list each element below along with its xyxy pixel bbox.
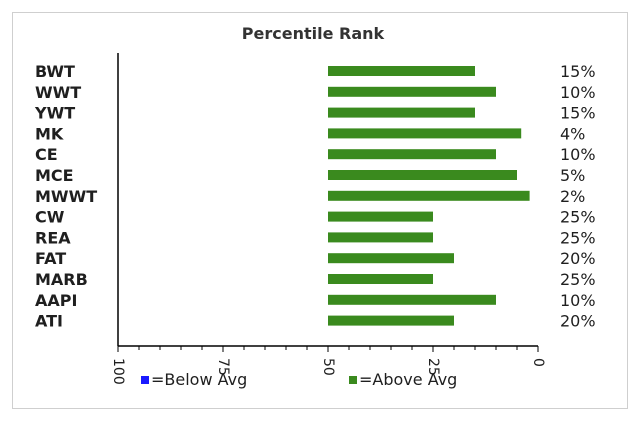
value-label-aapi: 10% [560,291,596,310]
value-label-mce: 5% [560,166,585,185]
bar-marb [328,274,433,284]
value-label-ati: 20% [560,312,596,331]
category-label-ywt: YWT [34,104,75,123]
bar-mce [328,170,517,180]
category-label-mce: MCE [35,166,74,185]
legend-label-0: =Below Avg [151,370,247,389]
category-label-rea: REA [35,228,71,247]
category-label-ati: ATI [35,312,63,331]
value-label-rea: 25% [560,228,596,247]
bar-cw [328,211,433,222]
bar-rea [328,232,433,243]
bar-ce [328,149,496,160]
category-label-mk: MK [35,124,64,143]
category-label-aapi: AAPI [35,291,77,310]
value-label-cw: 25% [560,208,596,227]
category-label-mwwt: MWWT [35,187,97,206]
category-label-bwt: BWT [35,62,75,81]
value-label-ce: 10% [560,145,596,164]
legend-swatch-0 [141,376,149,384]
legend-swatch-1 [349,376,357,384]
legend-label-1: =Above Avg [359,370,457,389]
chart-frame: Percentile Rank BWT 15% WWT 10% YWT 15% MK 4% CE… [12,12,628,409]
value-label-ywt: 15% [560,104,596,123]
bar-aapi [328,294,496,305]
bar-mk [328,128,522,139]
bar-ati [328,315,454,326]
bar-bwt [328,66,475,76]
x-tick-label: 0 [530,358,546,367]
category-label-fat: FAT [35,249,66,268]
value-label-mwwt: 2% [560,187,585,206]
category-label-cw: CW [35,208,65,227]
x-tick-label: 50 [320,358,336,376]
category-label-wwt: WWT [35,83,81,102]
value-label-mk: 4% [560,124,585,143]
value-label-marb: 25% [560,270,596,289]
bar-ywt [328,107,475,118]
value-label-bwt: 15% [560,62,596,81]
value-label-wwt: 10% [560,83,596,102]
bar-mwwt [328,190,530,201]
value-label-fat: 20% [560,249,596,268]
x-tick-label: 100 [110,358,126,385]
category-label-ce: CE [35,145,58,164]
chart-title: Percentile Rank [242,24,385,43]
x-tick-label: 25 [425,358,441,376]
bar-wwt [328,86,496,97]
percentile-rank-chart: Percentile Rank BWT 15% WWT 10% YWT 15% MK 4% CE… [34,24,596,389]
x-tick-label: 75 [215,358,231,376]
bar-fat [328,253,454,264]
category-label-marb: MARB [35,270,88,289]
